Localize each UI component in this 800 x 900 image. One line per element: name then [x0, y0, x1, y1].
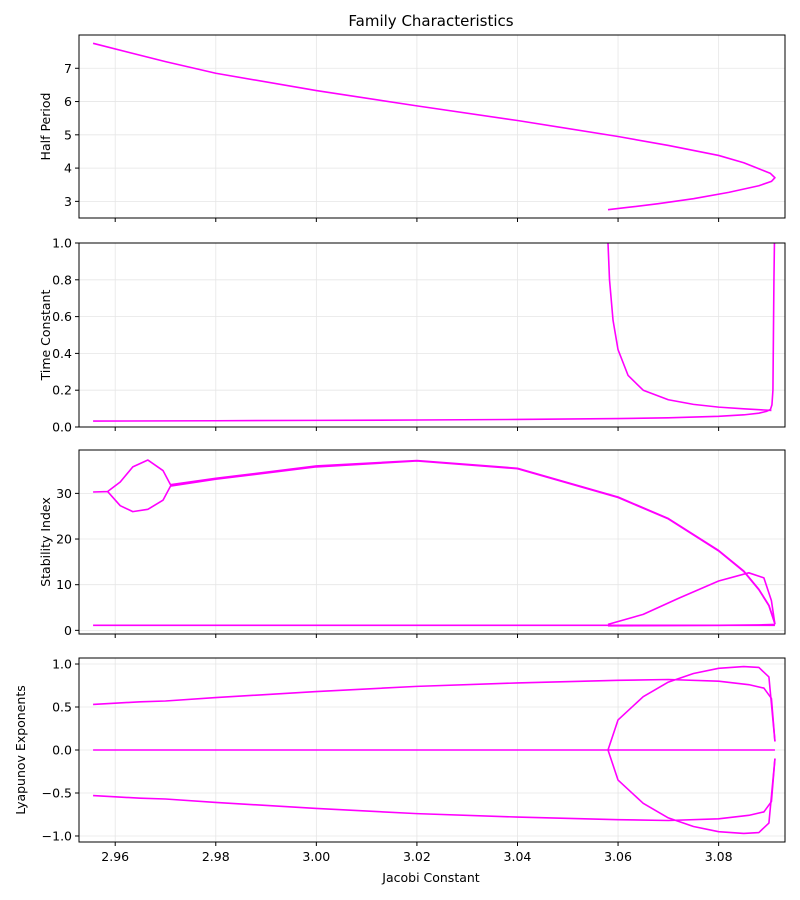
y-tick-label-1: 0.2 — [52, 383, 72, 398]
y-axis-label: Stability Index — [38, 497, 53, 587]
series-group — [93, 459, 776, 627]
series-line-4 — [607, 572, 776, 626]
x-tick-label-1: 2.98 — [202, 849, 230, 864]
y-tick-label-3: 30 — [56, 486, 72, 501]
series-line-2 — [107, 460, 776, 625]
x-tick-label-3: 3.02 — [403, 849, 431, 864]
y-tick-label-2: 0.0 — [52, 743, 72, 758]
y-axis-label: Time Constant — [38, 290, 53, 382]
series-group — [92, 42, 776, 211]
y-tick-label-5: 1.0 — [52, 236, 72, 251]
x-tick-label-2: 3.00 — [302, 849, 330, 864]
y-tick-label-1: −0.5 — [42, 785, 72, 800]
axes-frame — [78, 449, 786, 635]
axes-frame — [78, 242, 786, 428]
y-tick-label-0: 0 — [64, 623, 72, 638]
series-line-5 — [607, 623, 775, 627]
y-tick-label-0: 0.0 — [52, 420, 72, 435]
y-tick-label-1: 10 — [56, 577, 72, 592]
series-line-1 — [92, 42, 776, 211]
series-line-2 — [93, 758, 776, 822]
y-tick-label-3: 6 — [64, 94, 72, 109]
series-line-2 — [607, 243, 772, 412]
series-group — [93, 243, 776, 422]
y-tick-label-2: 5 — [64, 127, 72, 142]
y-tick-label-1: 4 — [64, 161, 72, 176]
x-tick-label-0: 2.96 — [101, 849, 129, 864]
panel-2: 0.0 0.2 0.4 0.6 0.8 1.0 Time Constant — [38, 236, 786, 435]
y-tick-label-3: 0.6 — [52, 309, 72, 324]
y-axis-label: Lyapunov Exponents — [13, 685, 28, 815]
y-tick-label-4: 0.8 — [52, 272, 72, 287]
x-tick-label-5: 3.06 — [604, 849, 632, 864]
series-line-1 — [93, 243, 776, 422]
y-tick-label-3: 0.5 — [52, 700, 72, 715]
y-tick-label-2: 0.4 — [52, 346, 72, 361]
y-tick-label-4: 7 — [64, 61, 72, 76]
y-axis-label: Half Period — [38, 93, 53, 161]
y-tick-label-0: 3 — [64, 194, 72, 209]
chart-title: Family Characteristics — [348, 12, 513, 30]
panel-1: 3 4 5 6 7 Half Period — [38, 34, 786, 222]
x-tick-label-6: 3.08 — [705, 849, 733, 864]
x-tick-label-4: 3.04 — [504, 849, 532, 864]
series-group — [93, 665, 776, 835]
series-line-4 — [607, 665, 776, 751]
y-tick-label-2: 20 — [56, 532, 72, 547]
y-tick-label-4: 1.0 — [52, 657, 72, 672]
series-line-5 — [607, 749, 776, 835]
y-tick-label-0: −1.0 — [42, 828, 72, 843]
axes-frame — [78, 34, 786, 219]
panel-4: −1.0 −0.5 0.0 0.5 1.0 2.96 2.98 3.00 3.02 3.04 3.0… — [13, 657, 786, 864]
series-line-1 — [93, 678, 776, 742]
x-axis-label: Jacobi Constant — [381, 870, 480, 885]
panels: 3 4 5 6 7 Half Period 0.0 0.2 0.4 0.6 0.8 1.0 Time C… — [13, 34, 786, 864]
